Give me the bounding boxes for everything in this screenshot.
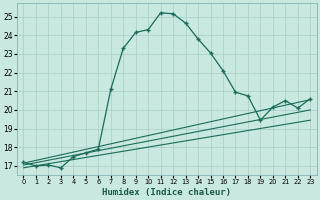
X-axis label: Humidex (Indice chaleur): Humidex (Indice chaleur) [102,188,231,197]
